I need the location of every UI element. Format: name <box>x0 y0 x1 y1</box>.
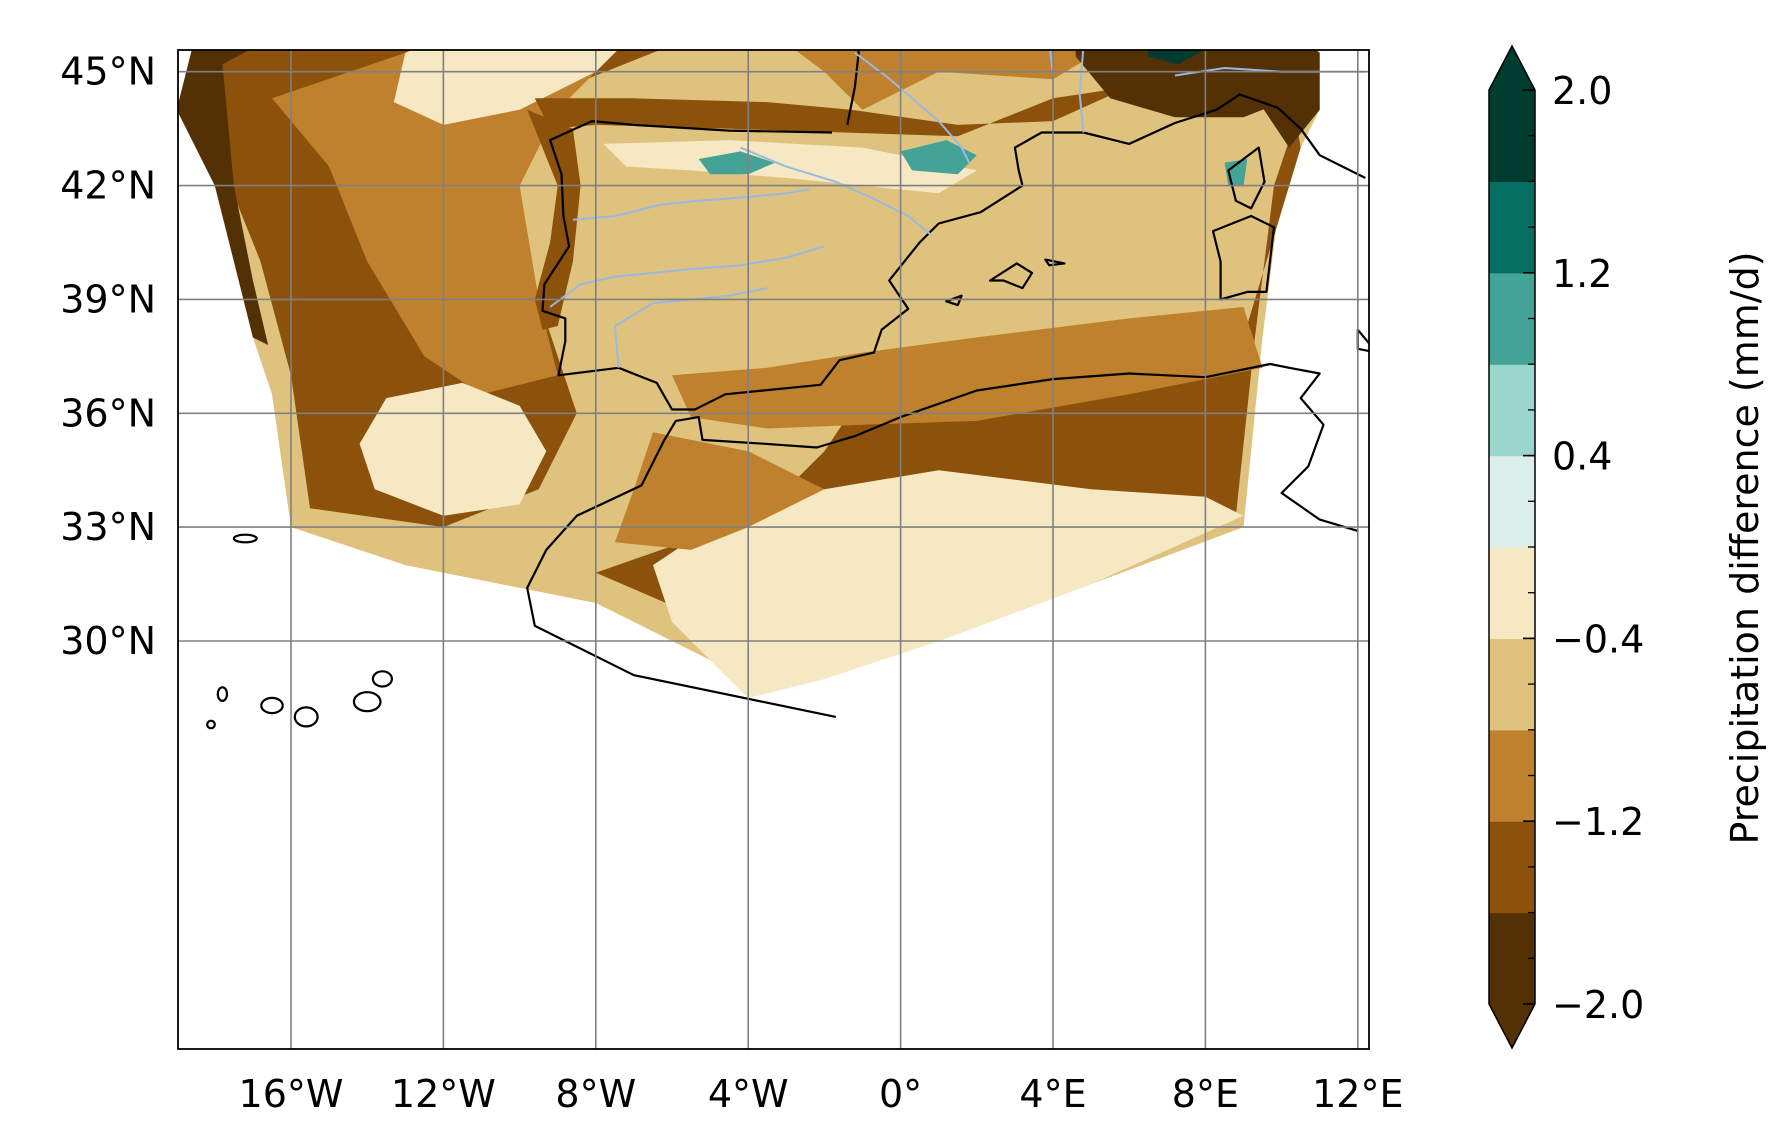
colorbar-segment <box>1489 181 1535 274</box>
river-tagus <box>549 245 825 308</box>
colorbar-segment <box>1489 729 1535 822</box>
colorbar-tick-label: −1.2 <box>1552 800 1644 844</box>
spain-wet-patch <box>698 151 775 175</box>
coastline-iberia <box>541 119 1024 411</box>
map-frame <box>177 49 1370 1050</box>
lat-tick-label: 36°N <box>60 391 156 435</box>
map-area: 16°W12°W8°W4°W0°4°E8°E12°E 54°N51°N48°N4… <box>60 49 1404 1116</box>
colorbar-tick-label: 1.2 <box>1552 252 1612 296</box>
portugal-west-coast <box>527 109 581 330</box>
alps-dry <box>1075 50 1301 118</box>
colorbar-segment <box>1489 638 1535 731</box>
colorbar-segment <box>1489 272 1535 365</box>
coastline-north-africa <box>526 362 1359 718</box>
colorbar-segment <box>1489 912 1535 1005</box>
gridlines <box>178 50 1369 1049</box>
coastline-island-6 <box>232 533 258 544</box>
river-guadiana <box>613 287 768 368</box>
colorbar-ticks: −2.0 −1.2 −0.4 0.4 1.2 2.0 <box>1523 69 1644 1027</box>
colorbar-segment <box>1489 547 1535 639</box>
colorbar-over-extension <box>1489 46 1535 90</box>
cantabrian-band <box>534 86 1130 137</box>
colorbar-segment <box>1489 90 1535 182</box>
lat-tick-label: 39°N <box>60 277 156 321</box>
mediterranean-band <box>672 307 1263 429</box>
colorbar-label: Precipitation difference (mm/d) <box>1723 251 1767 844</box>
west-edge-band <box>178 50 269 345</box>
longitude-tick-labels: 16°W 12°W 8°W 4°W 0° 4°E 8°E 12°E <box>239 1072 1404 1116</box>
coastline-france-med <box>1013 93 1366 179</box>
colorbar: −2.0 −1.2 −0.4 0.4 1.2 2.0 Precipitation diff… <box>1488 44 1767 1050</box>
coastline-island-4 <box>371 670 393 688</box>
lon-tick-label: 16°W <box>239 1072 344 1116</box>
colorbar-segment <box>1489 821 1535 914</box>
coastline-island-3 <box>352 691 382 713</box>
coastline-ibiza <box>945 294 963 307</box>
pyrenees-wet-patch <box>900 140 977 175</box>
colorbar-segment <box>1489 364 1535 457</box>
coastline-mallorca <box>988 262 1034 290</box>
colorbar-segments <box>1488 44 1536 1050</box>
lon-tick-label: 0° <box>879 1072 922 1116</box>
coastline-island-2 <box>293 706 319 728</box>
coastline-sardinia <box>1211 214 1276 301</box>
lat-tick-label: 30°N <box>60 619 156 663</box>
northern-spain-light <box>603 140 977 194</box>
lat-tick-label: 45°N <box>60 50 156 94</box>
colorbar-tick-label: −2.0 <box>1552 983 1644 1027</box>
lon-tick-label: 4°W <box>708 1072 789 1116</box>
lat-tick-label: 33°N <box>60 505 156 549</box>
lon-tick-label: 8°W <box>555 1072 636 1116</box>
latitude-tick-labels: 54°N51°N48°N45°N42°N39°N36°N33°N30°N <box>60 50 156 663</box>
river-ebro <box>740 146 932 236</box>
coastline-island-1 <box>260 696 284 715</box>
river-douro <box>572 188 810 221</box>
coastline-island-5 <box>216 686 229 702</box>
coastline-corsica <box>1227 146 1266 210</box>
atlas-band <box>614 432 825 550</box>
colorbar-under-extension <box>1489 1004 1535 1048</box>
colorbar-segment <box>1489 455 1535 548</box>
lon-tick-label: 12°E <box>1312 1072 1403 1116</box>
coastlines <box>206 50 1369 730</box>
atlantic-dry-patch <box>393 50 618 125</box>
iberia-interior <box>546 124 1027 406</box>
colorbar-tick-label: 0.4 <box>1552 435 1612 479</box>
lon-tick-label: 12°W <box>391 1072 496 1116</box>
alps-wet-patch <box>1147 50 1204 65</box>
colorbar-tick-label: 2.0 <box>1552 69 1612 113</box>
colorbar-tick-label: −0.4 <box>1552 617 1644 661</box>
lon-tick-label: 4°E <box>1019 1072 1086 1116</box>
canary-light-patch <box>359 382 547 516</box>
coastline-menorca <box>1044 258 1066 267</box>
coastline-island-7 <box>206 719 216 730</box>
river-rhone <box>1078 50 1085 133</box>
lat-tick-label: 42°N <box>60 164 156 208</box>
lon-tick-label: 8°E <box>1172 1072 1239 1116</box>
